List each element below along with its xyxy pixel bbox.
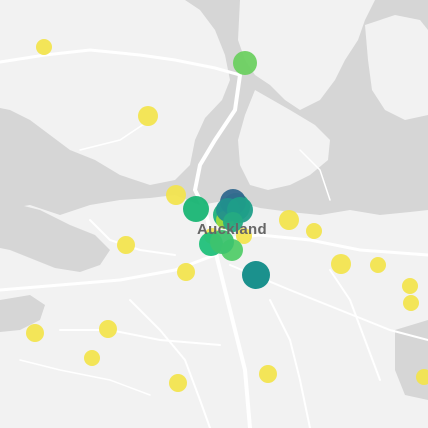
map-point-marker[interactable] [117, 236, 135, 254]
points-layer [26, 39, 428, 392]
map-point-marker[interactable] [416, 369, 428, 385]
map-point-marker[interactable] [331, 254, 351, 274]
map-point-marker[interactable] [236, 228, 252, 244]
land-northeast [238, 0, 375, 110]
map-point-marker[interactable] [84, 350, 100, 366]
map-point-marker[interactable] [402, 278, 418, 294]
water-inlet-southwest [0, 295, 45, 332]
map-point-marker[interactable] [99, 320, 117, 338]
map-point-marker[interactable] [279, 210, 299, 230]
land-north-peninsula [238, 90, 330, 190]
map-point-marker[interactable] [138, 106, 158, 126]
map-point-marker[interactable] [223, 212, 243, 232]
map-point-marker[interactable] [370, 257, 386, 273]
water-inlet-west [0, 200, 110, 272]
map-point-marker[interactable] [306, 223, 322, 239]
map-point-marker[interactable] [169, 374, 187, 392]
map-point-marker[interactable] [242, 261, 270, 289]
map-point-marker[interactable] [36, 39, 52, 55]
map-point-marker[interactable] [166, 185, 186, 205]
land-northwest [0, 0, 230, 185]
map-point-marker[interactable] [233, 51, 257, 75]
land-east-island [365, 15, 428, 120]
map-point-marker[interactable] [183, 196, 209, 222]
map-point-marker[interactable] [259, 365, 277, 383]
map-point-marker[interactable] [26, 324, 44, 342]
map-point-marker[interactable] [177, 263, 195, 281]
map-point-marker[interactable] [210, 230, 234, 254]
map-point-marker[interactable] [403, 295, 419, 311]
city-label: Auckland [197, 221, 267, 238]
